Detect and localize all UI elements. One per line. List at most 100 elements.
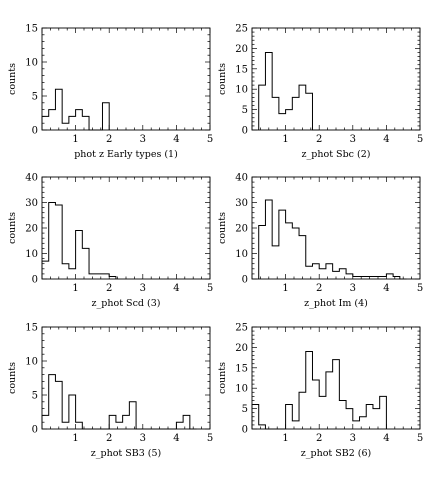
y-tick-label: 10 [25,58,38,69]
histogram-bin [102,103,109,130]
x-axis-label: z_phot Im (4) [304,298,368,309]
x-tick-label: 1 [72,283,78,294]
histogram-bin [366,405,373,429]
histogram-bin [69,395,76,429]
y-tick-label: 15 [25,323,38,334]
x-tick-label: 4 [173,433,179,444]
histogram-bin [346,409,353,429]
histogram-bin [265,52,272,130]
histogram-bin [116,422,123,429]
y-tick-label: 20 [235,343,248,354]
y-axis-label: counts [7,212,18,244]
histogram-bin [339,269,346,279]
y-tick-label: 10 [235,249,248,260]
histogram-bin [312,380,319,429]
x-tick-label: 1 [282,283,288,294]
plot-frame [41,326,211,430]
x-tick-label: 4 [383,283,389,294]
histogram-outline [41,374,197,430]
histogram-bin [292,421,299,429]
y-axis-label: counts [217,362,228,394]
y-tick-label: 0 [242,126,248,137]
histogram-bin [62,422,69,429]
histogram-bin [292,228,299,279]
x-tick-label: 3 [140,134,146,145]
y-tick-label: 5 [242,105,248,116]
x-axis-label: z_phot SB3 (5) [91,448,162,459]
histogram-bin [312,264,319,279]
x-tick-label: 3 [350,134,356,145]
histogram-bin [272,97,279,130]
y-tick-label: 0 [32,275,38,286]
y-tick-label: 40 [25,173,38,184]
histogram-bin [299,392,306,429]
y-tick-label: 25 [235,323,248,334]
y-tick-label: 5 [32,92,38,103]
y-tick-label: 0 [242,275,248,286]
x-tick-label: 3 [140,283,146,294]
histogram-bin [306,351,313,429]
histogram-panel-5: 1 2 3 4 5 0 5 10 15 z_phot SB3 (5) counts [7,323,213,460]
histogram-bin [346,274,353,279]
y-tick-label: 10 [25,249,38,260]
x-tick-label: 2 [106,283,112,294]
histogram-panel-4: 1 2 3 4 5 0 10 20 30 40 z_phot Im (4) counts [217,173,423,310]
histogram-bin [183,415,190,429]
histogram-bin [49,375,56,429]
y-axis-label: counts [217,212,228,244]
histogram-bin [292,97,299,130]
y-tick-label: 25 [235,24,248,35]
x-axis-label: z_phot SB2 (6) [301,448,372,459]
histogram-bin [319,269,326,279]
x-tick-label: 1 [72,433,78,444]
histogram-bin [82,116,89,130]
histogram-bin [360,417,367,429]
y-tick-label: 30 [25,198,38,209]
y-tick-label: 15 [235,363,248,374]
x-tick-label: 1 [282,433,288,444]
x-tick-label: 4 [173,134,179,145]
y-tick-label: 10 [235,85,248,96]
y-tick-label: 10 [25,357,38,368]
histogram-bin [306,266,313,279]
histogram-bin [96,274,103,279]
histogram-panel-1: 1 2 3 4 5 0 5 10 15 phot z Early types (1) counts [7,24,213,161]
y-tick-label: 5 [32,391,38,402]
histogram-bin [286,223,293,279]
plot-frame [251,176,421,280]
histogram-bin [339,400,346,429]
histogram-bin [76,110,83,130]
histogram-bin [129,402,136,429]
x-tick-label: 3 [350,283,356,294]
histogram-bin [62,264,69,279]
histogram-bin [299,85,306,130]
histogram-bin [109,415,116,429]
histogram-bin [176,422,183,429]
y-tick-label: 0 [32,425,38,436]
histogram-bin [353,421,360,429]
plot-frame [251,326,421,430]
x-tick-label: 1 [282,134,288,145]
x-tick-label: 2 [106,134,112,145]
histogram-outline [258,199,407,280]
y-tick-label: 5 [242,404,248,415]
x-tick-label: 2 [316,134,322,145]
histogram-bin [76,231,83,279]
histogram-bin [76,422,83,429]
histogram-bin [380,396,387,429]
histogram-bin [82,248,89,279]
y-tick-label: 20 [235,224,248,235]
histogram-bin [259,225,266,279]
histogram-bin [326,264,333,279]
x-tick-label: 5 [207,433,213,444]
histogram-bin [102,274,109,279]
histogram-panel-3: 1 2 3 4 5 0 10 20 30 40 z_phot Scd (3) counts [7,173,213,310]
y-tick-label: 0 [32,126,38,137]
histogram-bin [55,89,62,130]
histogram-outline [251,350,387,430]
x-tick-label: 3 [350,433,356,444]
histogram-bin [55,381,62,429]
x-tick-label: 5 [417,134,423,145]
histogram-bin [265,200,272,279]
